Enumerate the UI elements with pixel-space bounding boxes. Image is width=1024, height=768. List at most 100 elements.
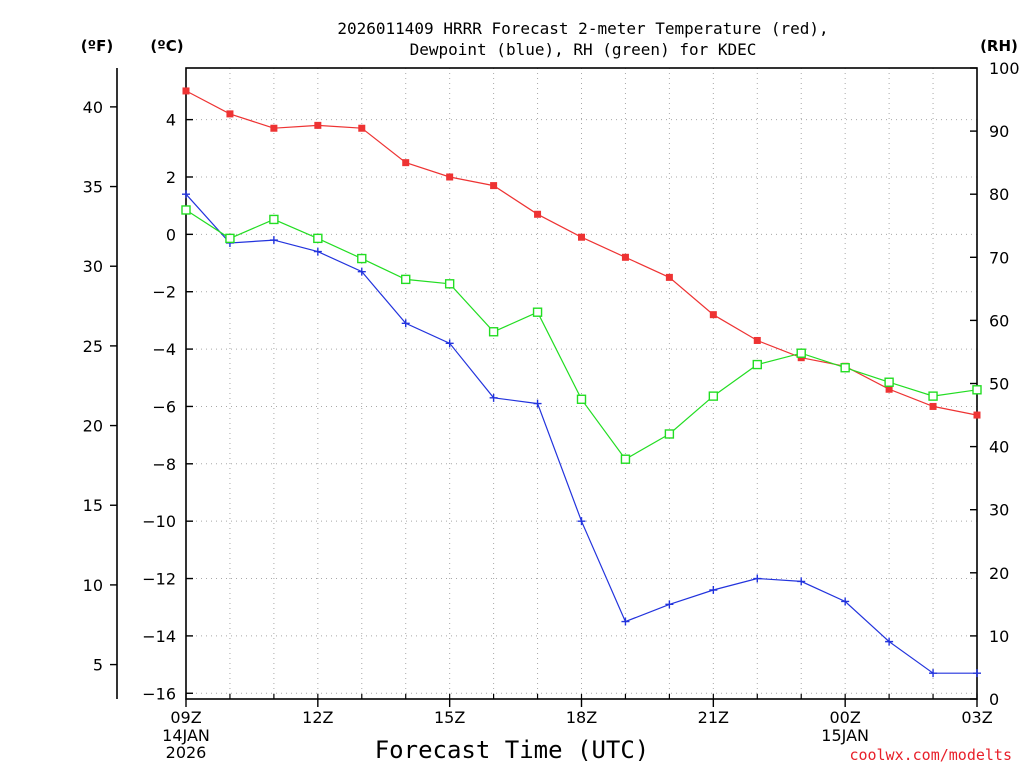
x-tick-label: 12Z <box>302 708 333 727</box>
rh-tick-label: 70 <box>989 248 1009 267</box>
fahrenheit-tick-label: 15 <box>83 496 103 515</box>
x-tick-date-label: 15JAN <box>821 726 869 745</box>
data-series <box>181 87 982 678</box>
celsius-tick-label: −2 <box>152 283 176 302</box>
celsius-tick-label: 4 <box>166 111 176 130</box>
dewpoint-data-point <box>489 393 498 402</box>
rh-data-point <box>532 307 543 317</box>
gridlines <box>186 68 977 699</box>
fahrenheit-tick-label: 20 <box>83 417 103 436</box>
rh-data-point <box>444 279 455 289</box>
rh-tick-label: 40 <box>989 438 1009 457</box>
temperature-data-point <box>709 311 717 319</box>
rh-data-point <box>840 363 850 373</box>
fahrenheit-tick-label: 30 <box>83 257 103 276</box>
dewpoint-data-point <box>841 597 850 606</box>
rh-data-point <box>313 233 323 244</box>
rh-tick-label: 20 <box>989 564 1009 583</box>
dewpoint-data-point <box>709 586 718 595</box>
chart-title-line-2: Dewpoint (blue), RH (green) for KDEC <box>410 40 757 59</box>
celsius-tick-label: 2 <box>166 168 176 187</box>
rh-tick-label: 30 <box>989 501 1009 520</box>
rh-data-point <box>620 454 631 464</box>
rh-data-point <box>928 391 938 401</box>
credit-text: coolwx.com/modelts <box>849 746 1012 764</box>
rh-tick-label: 50 <box>989 375 1009 394</box>
fahrenheit-tick-label: 5 <box>93 656 103 675</box>
celsius-tick-label: −6 <box>152 397 176 416</box>
temperature-data-point <box>753 336 761 344</box>
dewpoint-data-point <box>665 600 674 609</box>
rh-data-point <box>752 359 762 370</box>
fahrenheit-tick-label: 25 <box>83 337 103 356</box>
x-tick-label: 15Z <box>434 708 465 727</box>
chart-title-line-1: 2026011409 HRRR Forecast 2-meter Tempera… <box>337 19 828 38</box>
temperature-data-point <box>358 124 366 132</box>
dewpoint-data-point <box>885 637 894 646</box>
temperature-data-point <box>621 253 629 261</box>
dewpoint-data-point <box>357 267 366 276</box>
temperature-data-point <box>270 124 278 132</box>
dewpoint-data-point <box>313 247 322 256</box>
temperature-data-point <box>402 159 410 167</box>
temperature-data-point <box>534 210 542 218</box>
temperature-data-point <box>182 87 190 95</box>
fahrenheit-tick-label: 10 <box>83 576 103 595</box>
dewpoint-data-point <box>797 577 806 586</box>
rh-tick-label: 80 <box>989 185 1009 204</box>
rh-series-line <box>185 209 978 460</box>
temperature-data-point <box>446 173 454 181</box>
temperature-data-point <box>929 402 937 410</box>
temperature-data-point <box>973 411 981 419</box>
dewpoint-data-point <box>269 236 278 245</box>
temperature-data-point <box>314 121 322 129</box>
x-tick-label: 18Z <box>566 708 597 727</box>
temperature-data-point <box>578 233 585 241</box>
x-tick-label: 21Z <box>698 708 729 727</box>
celsius-tick-label: 0 <box>166 225 176 244</box>
dewpoint-data-point <box>533 399 542 408</box>
dewpoint-data-point <box>929 669 938 678</box>
dewpoint-data-point <box>577 517 586 526</box>
rh-unit-label: (RH) <box>980 37 1018 55</box>
rh-data-point <box>225 233 235 244</box>
celsius-tick-label: −8 <box>152 455 176 474</box>
rh-data-point <box>357 253 367 264</box>
fahrenheit-tick-label: 35 <box>83 178 103 197</box>
rh-tick-label: 90 <box>989 122 1009 141</box>
fahrenheit-tick-label: 40 <box>83 98 103 117</box>
celsius-tick-label: −4 <box>152 340 176 359</box>
dewpoint-data-point <box>445 339 454 348</box>
rh-data-point <box>401 274 411 285</box>
rh-data-point <box>664 429 675 439</box>
dewpoint-data-point <box>973 669 981 678</box>
celsius-tick-label: −12 <box>142 570 176 589</box>
x-tick-label: 09Z <box>170 708 201 727</box>
rh-tick-label: 60 <box>989 311 1009 330</box>
temperature-data-point <box>885 385 893 393</box>
rh-data-point <box>972 385 982 395</box>
celsius-tick-label: −10 <box>142 512 176 531</box>
x-axis-label: Forecast Time (UTC) <box>375 736 650 764</box>
celsius-tick-label: −16 <box>142 684 176 703</box>
rh-tick-label: 10 <box>989 627 1009 646</box>
rh-data-point <box>269 214 279 225</box>
rh-data-point <box>181 205 191 215</box>
rh-data-point <box>708 391 719 401</box>
rh-data-point <box>576 394 587 404</box>
dewpoint-data-point <box>621 617 630 626</box>
celsius-unit-label: (ºC) <box>150 37 183 55</box>
x-tick-label: 03Z <box>961 708 992 727</box>
rh-data-point <box>488 327 499 337</box>
fahrenheit-unit-label: (ºF) <box>81 37 113 55</box>
dewpoint-data-point <box>182 190 190 199</box>
rh-data-point <box>884 377 894 387</box>
rh-data-point <box>796 348 806 358</box>
temperature-data-point <box>665 273 673 281</box>
x-tick-label: 00Z <box>830 708 861 727</box>
dewpoint-data-point <box>753 574 762 583</box>
temperature-data-point <box>490 182 498 190</box>
x-tick-date-label: 14JAN <box>162 726 210 745</box>
